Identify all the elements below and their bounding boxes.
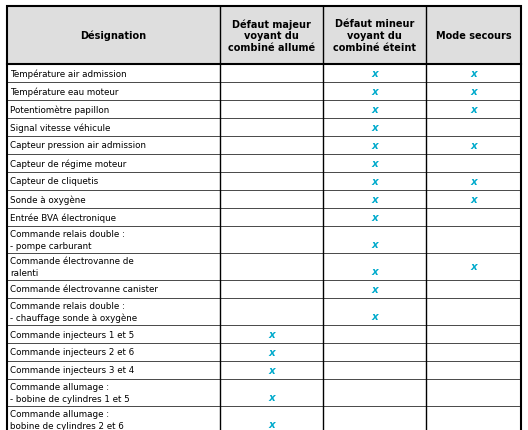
Text: Mode secours: Mode secours bbox=[436, 31, 511, 41]
Text: Commande relais double :: Commande relais double : bbox=[10, 229, 125, 238]
Text: x: x bbox=[371, 159, 378, 169]
Text: - bobine de cylindres 1 et 5: - bobine de cylindres 1 et 5 bbox=[10, 394, 130, 403]
Text: Défaut mineur
voyant du
combiné éteint: Défaut mineur voyant du combiné éteint bbox=[333, 19, 416, 52]
Text: Commande injecteurs 2 et 6: Commande injecteurs 2 et 6 bbox=[10, 348, 134, 356]
Text: Commande électrovanne de: Commande électrovanne de bbox=[10, 256, 134, 265]
Text: Sonde à oxygène: Sonde à oxygène bbox=[10, 195, 86, 204]
Text: Capteur pression air admission: Capteur pression air admission bbox=[10, 141, 146, 150]
Text: x: x bbox=[268, 419, 275, 430]
Text: x: x bbox=[371, 212, 378, 222]
Text: Commande injecteurs 1 et 5: Commande injecteurs 1 et 5 bbox=[10, 330, 134, 339]
Text: - chauffage sonde à oxygène: - chauffage sonde à oxygène bbox=[10, 313, 137, 322]
Text: x: x bbox=[470, 141, 477, 150]
Text: Commande allumage :: Commande allumage : bbox=[10, 409, 109, 418]
Text: x: x bbox=[371, 284, 378, 294]
Text: Température eau moteur: Température eau moteur bbox=[10, 87, 118, 96]
Text: Désignation: Désignation bbox=[80, 31, 147, 41]
Text: x: x bbox=[470, 69, 477, 79]
Text: - pompe carburant: - pompe carburant bbox=[10, 242, 91, 251]
Text: x: x bbox=[371, 240, 378, 250]
Text: x: x bbox=[371, 194, 378, 205]
Text: Signal vitesse véhicule: Signal vitesse véhicule bbox=[10, 123, 110, 132]
Text: x: x bbox=[470, 177, 477, 187]
Text: x: x bbox=[470, 105, 477, 115]
Text: x: x bbox=[371, 123, 378, 133]
Bar bbox=[7, 7, 521, 65]
Text: x: x bbox=[371, 105, 378, 115]
Text: Entrée BVA électronique: Entrée BVA électronique bbox=[10, 213, 116, 222]
Text: Commande relais double :: Commande relais double : bbox=[10, 301, 125, 310]
Text: Défaut majeur
voyant du
combiné allumé: Défaut majeur voyant du combiné allumé bbox=[228, 19, 315, 53]
Text: Capteur de régime moteur: Capteur de régime moteur bbox=[10, 159, 126, 169]
Text: Commande électrovanne canister: Commande électrovanne canister bbox=[10, 285, 158, 294]
Text: x: x bbox=[371, 141, 378, 150]
Text: Commande injecteurs 3 et 4: Commande injecteurs 3 et 4 bbox=[10, 366, 134, 375]
Text: x: x bbox=[470, 262, 477, 272]
Text: Commande allumage :: Commande allumage : bbox=[10, 382, 109, 391]
Text: x: x bbox=[268, 393, 275, 402]
Text: ralenti: ralenti bbox=[10, 268, 38, 277]
Text: x: x bbox=[371, 177, 378, 187]
Text: Potentiomètre papillon: Potentiomètre papillon bbox=[10, 105, 109, 114]
Text: x: x bbox=[268, 365, 275, 375]
Text: Capteur de cliquetis: Capteur de cliquetis bbox=[10, 177, 98, 186]
Text: x: x bbox=[371, 69, 378, 79]
Text: x: x bbox=[371, 267, 378, 277]
Text: Température air admission: Température air admission bbox=[10, 69, 127, 79]
Text: x: x bbox=[268, 347, 275, 357]
Text: x: x bbox=[371, 312, 378, 322]
Text: bobine de cylindres 2 et 6: bobine de cylindres 2 et 6 bbox=[10, 421, 124, 430]
Text: x: x bbox=[470, 194, 477, 205]
Text: x: x bbox=[371, 87, 378, 97]
Text: x: x bbox=[268, 329, 275, 339]
Text: x: x bbox=[470, 87, 477, 97]
